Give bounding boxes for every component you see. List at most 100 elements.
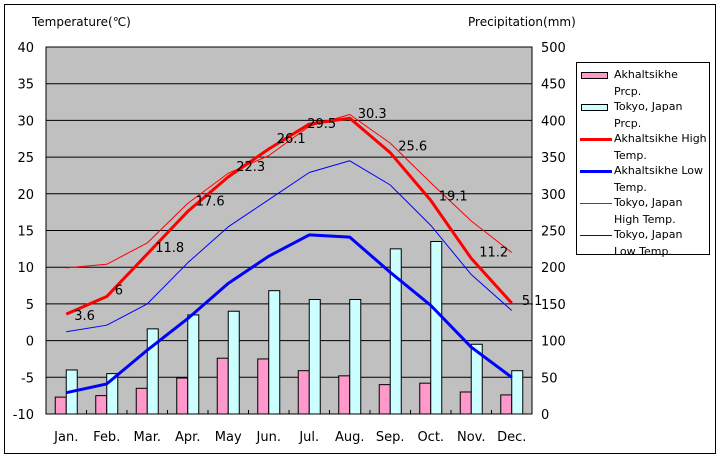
x-category-label: May xyxy=(215,430,242,445)
legend-label: Low Temp. xyxy=(614,244,672,258)
data-label: 26.1 xyxy=(277,132,306,147)
y-right-tick-label: 350 xyxy=(541,151,566,166)
y-right-tick-label: 50 xyxy=(541,371,558,386)
legend-label: Tokyo, Japan xyxy=(614,100,683,113)
legend-label: Prcp. xyxy=(614,116,642,130)
line-tokyo-low-temp xyxy=(66,160,513,333)
thick-red-line-icon xyxy=(580,138,612,141)
y-right-tick-label: 500 xyxy=(541,41,566,56)
y-left-tick-label: -10 xyxy=(13,408,34,423)
legend-label: Akhaltsikhe High xyxy=(614,132,707,145)
y-right-tick-label: 250 xyxy=(541,225,566,240)
bar-akhaltsikhe-prcp xyxy=(459,391,472,415)
y-left-tick-label: 35 xyxy=(17,78,34,93)
y-right-tick-label: 150 xyxy=(541,298,566,313)
legend-label: Temp. xyxy=(614,180,647,194)
legend-item-akhaltsikhe-high: Akhaltsikhe High Temp. xyxy=(577,131,709,163)
legend-item-tokyo-low: Tokyo, Japan Low Temp. xyxy=(577,227,709,259)
y-left-tick-label: 25 xyxy=(17,151,34,166)
x-category-label: Sep. xyxy=(376,430,405,445)
data-label: 3.6 xyxy=(74,309,95,324)
bar-tokyo-prcp xyxy=(511,370,524,415)
data-label: 6 xyxy=(115,284,123,299)
x-category-label: Dec. xyxy=(497,430,526,445)
bar-akhaltsikhe-prcp xyxy=(419,382,432,415)
y-left-tick-label: 40 xyxy=(17,41,34,56)
line-akhaltsikhe-low-temp xyxy=(65,233,513,395)
legend-label: Akhaltsikhe Low xyxy=(614,164,704,177)
bar-tokyo-prcp xyxy=(146,328,159,415)
bar-akhaltsikhe-prcp xyxy=(135,387,148,415)
thin-blue-line-icon xyxy=(580,235,612,236)
legend-label: Tokyo, Japan xyxy=(614,228,683,241)
thick-blue-line-icon xyxy=(580,170,612,173)
y-right-tick-label: 0 xyxy=(541,408,549,423)
x-category-label: Nov. xyxy=(457,430,486,445)
legend-item-tokyo-high: Tokyo, Japan High Temp. xyxy=(577,195,709,227)
line-tokyo-high-temp xyxy=(66,114,513,269)
legend-item-akhaltsikhe-prcp: Akhaltsikhe Prcp. xyxy=(577,67,709,99)
x-category-label: Jul. xyxy=(298,430,319,445)
y-right-tick-label: 450 xyxy=(541,78,566,93)
legend-label: High Temp. xyxy=(614,212,676,226)
pink-bar-swatch-icon xyxy=(581,72,608,79)
data-label: 11.2 xyxy=(479,245,508,260)
legend-label: Akhaltsikhe xyxy=(614,68,678,81)
cyan-bar-swatch-icon xyxy=(581,104,608,111)
legend: Akhaltsikhe Prcp. Tokyo, Japan Prcp. Akh… xyxy=(576,62,710,258)
y-right-tick-label: 300 xyxy=(541,188,566,203)
y-right-tick-label: 100 xyxy=(541,335,566,350)
left-axis-title: Temperature(℃) xyxy=(31,15,131,29)
bar-akhaltsikhe-prcp xyxy=(95,395,108,415)
bar-tokyo-prcp xyxy=(349,298,362,415)
x-category-label: Oct. xyxy=(417,430,444,445)
y-right-tick-label: 200 xyxy=(541,261,566,276)
legend-label: Prcp. xyxy=(614,84,642,98)
bar-akhaltsikhe-prcp xyxy=(54,396,67,415)
data-label: 30.3 xyxy=(358,107,387,122)
bar-akhaltsikhe-prcp xyxy=(216,357,229,415)
line-akhaltsikhe-high-temp xyxy=(65,116,513,316)
bar-akhaltsikhe-prcp xyxy=(257,358,270,415)
y-left-tick-label: -5 xyxy=(21,371,34,386)
y-left-tick-label: 15 xyxy=(17,225,34,240)
legend-item-tokyo-prcp: Tokyo, Japan Prcp. xyxy=(577,99,709,131)
bar-tokyo-prcp xyxy=(227,310,240,415)
y-left-tick-label: 10 xyxy=(17,261,34,276)
bar-tokyo-prcp xyxy=(470,343,483,415)
x-category-label: Feb. xyxy=(93,430,120,445)
y-left-tick-label: 0 xyxy=(26,335,34,350)
thin-red-line-icon xyxy=(580,203,612,204)
data-label: 29.5 xyxy=(307,117,336,132)
bar-akhaltsikhe-prcp xyxy=(378,384,391,415)
bar-akhaltsikhe-prcp xyxy=(176,377,189,415)
x-category-label: Jan. xyxy=(53,430,78,445)
data-label: 19.1 xyxy=(439,189,468,204)
bar-tokyo-prcp xyxy=(187,314,200,415)
bar-akhaltsikhe-prcp xyxy=(338,375,351,415)
x-category-label: Apr. xyxy=(175,430,200,445)
data-label: 5.1 xyxy=(522,294,543,309)
data-label: 11.8 xyxy=(155,241,184,256)
data-label: 25.6 xyxy=(398,140,427,155)
bar-akhaltsikhe-prcp xyxy=(297,370,310,415)
legend-label: Tokyo, Japan xyxy=(614,196,683,209)
data-label: 17.6 xyxy=(196,194,225,209)
bar-tokyo-prcp xyxy=(430,241,443,415)
bar-tokyo-prcp xyxy=(308,298,321,415)
right-axis-title: Precipitation(mm) xyxy=(468,15,576,29)
x-category-label: Aug. xyxy=(335,430,365,445)
bar-tokyo-prcp xyxy=(268,290,281,415)
x-category-label: Jun. xyxy=(256,430,281,445)
legend-item-akhaltsikhe-low: Akhaltsikhe Low Temp. xyxy=(577,163,709,195)
bar-akhaltsikhe-prcp xyxy=(500,394,513,415)
y-left-tick-label: 30 xyxy=(17,114,34,129)
x-category-label: Mar. xyxy=(134,430,161,445)
legend-label: Temp. xyxy=(614,148,647,162)
y-left-tick-label: 20 xyxy=(17,188,34,203)
y-left-tick-label: 5 xyxy=(26,298,34,313)
bar-tokyo-prcp xyxy=(106,373,119,415)
y-right-tick-label: 400 xyxy=(541,114,566,129)
data-label: 22.3 xyxy=(236,160,265,175)
